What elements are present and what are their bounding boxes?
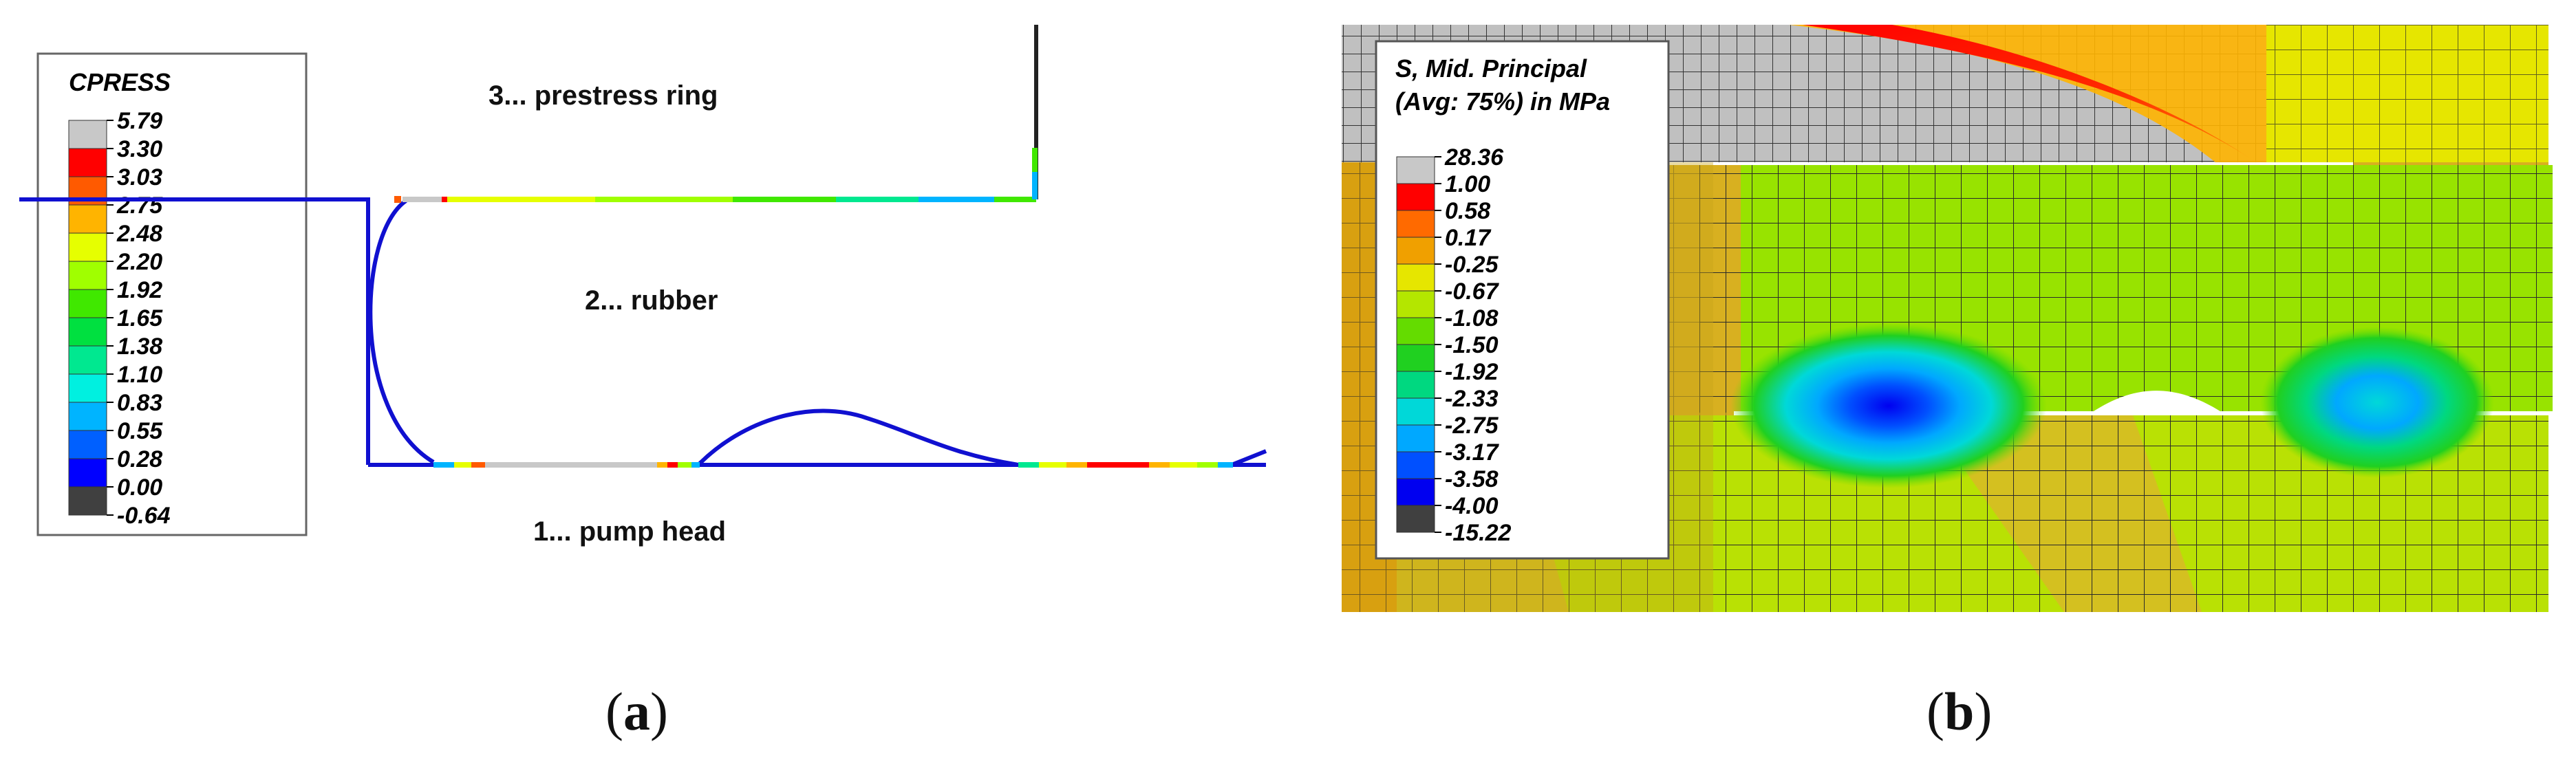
legend-value-label: 0.28 [117, 446, 162, 472]
legend-swatch [1396, 237, 1435, 265]
rubber-bulge-curve [368, 199, 435, 464]
legend-value-label: -15.22 [1445, 520, 1511, 546]
legend-value-label: 0.83 [117, 390, 162, 416]
stress-legend: S, Mid. Principal (Avg: 75%) in MPa 28.3… [1375, 40, 1670, 560]
legend-title: CPRESS [69, 68, 171, 96]
legend-swatch [68, 204, 107, 234]
legend-swatch [1396, 397, 1435, 426]
legend-title-line1: S, Mid. Principal [1395, 54, 1587, 83]
compressive-hotspot-left [1730, 323, 2047, 488]
legend-value-label: 28.36 [1444, 144, 1504, 171]
caption-b-close: ) [1974, 681, 1993, 741]
legend-swatch [1396, 344, 1435, 372]
legend-value-label: -1.08 [1445, 305, 1499, 331]
legend-swatch [1396, 451, 1435, 479]
panel-b-figure: S, Mid. Principal (Avg: 75%) in MPa 28.3… [1342, 25, 2553, 612]
pump-head-edge-right [1230, 449, 1267, 467]
label-pump-head: 1... pump head [533, 516, 726, 547]
pump-head-bump [696, 408, 1019, 467]
contact-geometry [19, 25, 1267, 468]
legend-value-label: -3.58 [1445, 466, 1499, 492]
legend-swatch [68, 120, 107, 149]
legend-value-label: 1.00 [1445, 171, 1490, 197]
legend-swatch [68, 345, 107, 375]
legend-value-label: -1.50 [1445, 332, 1499, 358]
caption-b-open: ( [1926, 681, 1944, 741]
caption-b: (b) [1926, 681, 1992, 743]
prestress-contact-band [394, 148, 1038, 203]
legend-value-label: 2.20 [116, 249, 162, 275]
legend-swatch [1396, 478, 1435, 506]
legend-value-label: 2.75 [116, 193, 163, 219]
legend-swatches [68, 120, 107, 516]
legend-swatch [1396, 210, 1435, 238]
legend-swatch [1396, 505, 1435, 533]
legend-value-label: 2.48 [116, 221, 162, 247]
legend-value-label: -1.92 [1445, 359, 1499, 385]
legend-swatch [1396, 156, 1435, 184]
legend-swatch [68, 458, 107, 488]
legend-labels: 28.361.000.580.17-0.25-0.67-1.08-1.50-1.… [1435, 144, 1511, 546]
legend-value-label: 1.65 [117, 305, 163, 331]
cpress-legend: CPRESS 5.793.303.03 2.752.482.201.921.65 1… [36, 52, 308, 536]
legend-swatch [68, 486, 107, 516]
legend-swatch [68, 261, 107, 290]
caption-a-open: ( [605, 681, 623, 741]
panel-a: CPRESS 5.79 3.30 3.03 2.75 2.48 2.20 1.92 1.65 1… [19, 25, 1267, 743]
caption-a-close: ) [650, 681, 668, 741]
legend-swatch [1396, 183, 1435, 211]
label-prestress-ring: 3... prestress ring [489, 80, 718, 111]
legend-value-label: -0.64 [117, 503, 171, 529]
legend-value-label: 0.17 [1445, 225, 1492, 251]
caption-b-letter: b [1944, 681, 1975, 741]
legend-value-label: 1.10 [117, 362, 162, 388]
legend-value-label: 1.38 [117, 334, 162, 360]
legend-swatch [68, 232, 107, 262]
legend-value-label: 0.58 [1445, 198, 1490, 224]
legend-value-label: -0.67 [1445, 279, 1500, 305]
legend-swatch [1396, 317, 1435, 345]
legend-swatch [1396, 263, 1435, 292]
label-rubber: 2... rubber [585, 285, 718, 316]
legend-swatch [68, 430, 107, 459]
caption-a-letter: a [623, 681, 650, 741]
legend-swatch [1396, 424, 1435, 452]
legend-labels: 5.793.303.03 2.752.482.201.921.65 1.381.10… [107, 108, 171, 529]
caption-a: (a) [605, 681, 668, 743]
legend-value-label: 1.92 [117, 277, 162, 303]
legend-swatch [68, 289, 107, 318]
legend-swatch [68, 373, 107, 403]
legend-value-label: -0.25 [1445, 252, 1499, 278]
legend-swatch [1396, 290, 1435, 318]
panel-b: S, Mid. Principal (Avg: 75%) in MPa 28.3… [1307, 0, 2576, 772]
panel-a-figure: CPRESS 5.793.303.03 2.752.482.201.921.65 1… [19, 25, 1267, 547]
legend-swatch [1396, 371, 1435, 399]
legend-value-label: 0.00 [117, 474, 162, 501]
legend-swatch [68, 402, 107, 431]
legend-title-line2: (Avg: 75%) in MPa [1395, 87, 1610, 116]
legend-swatch [68, 317, 107, 347]
legend-value-label: 0.55 [117, 418, 163, 444]
pump-head-contact-band [433, 462, 1233, 468]
legend-value-label: -2.75 [1445, 413, 1499, 439]
legend-swatches [1396, 156, 1435, 533]
legend-value-label: -4.00 [1445, 493, 1499, 519]
legend-value-label: -2.33 [1445, 386, 1499, 412]
legend-swatch [68, 148, 107, 177]
compressive-hotspot-right [2260, 327, 2494, 478]
legend-value-label: 3.30 [117, 136, 162, 162]
legend-value-label: 5.79 [117, 108, 162, 134]
legend-value-label: 3.03 [117, 164, 162, 190]
legend-value-label: -3.17 [1445, 439, 1500, 466]
